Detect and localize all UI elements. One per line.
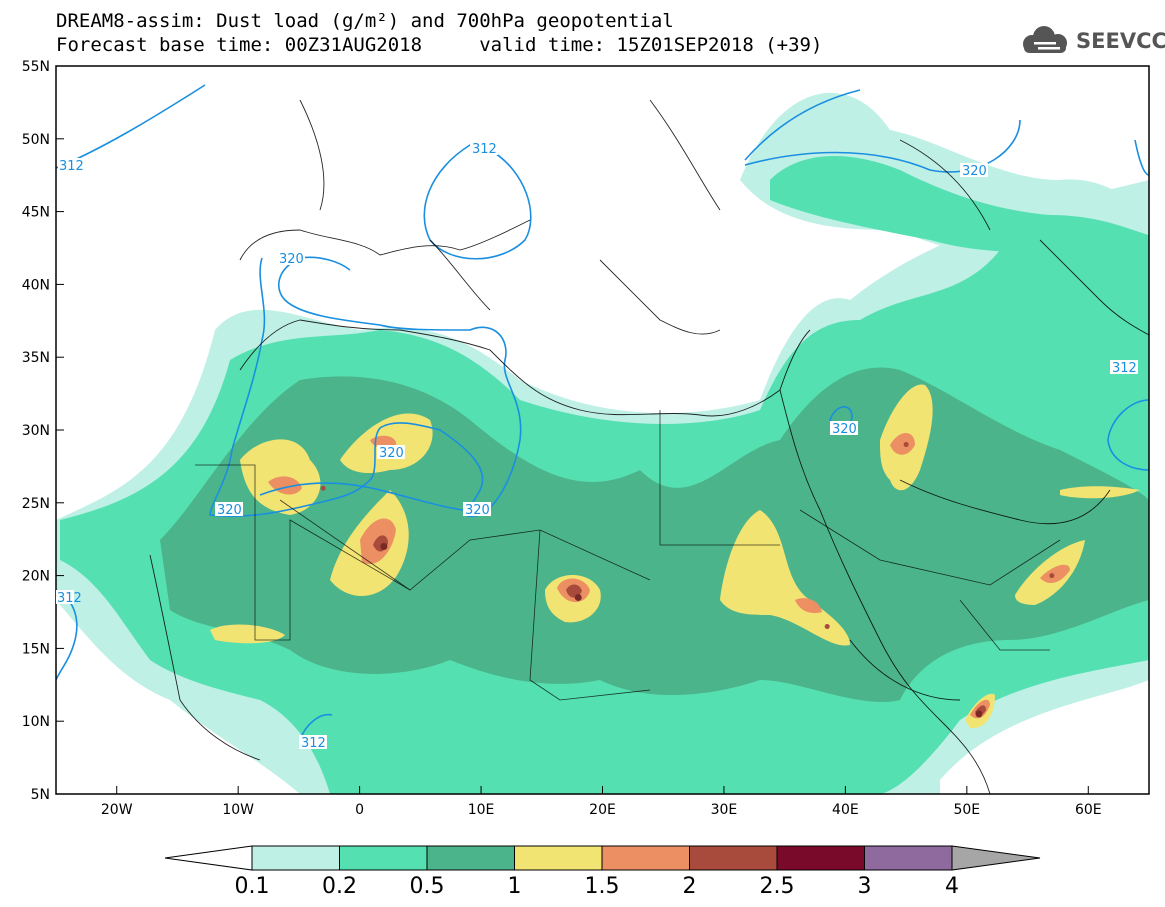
dust-hotspot (320, 485, 326, 491)
colorbar-label: 1 (508, 874, 522, 899)
contour-label: 320 (962, 164, 987, 179)
colorbar-over-triangle (951, 845, 1041, 871)
dust-layer-1-5 (1040, 564, 1070, 584)
y-tick-label: 15N (22, 641, 50, 657)
colorbar-label: 0.2 (322, 874, 357, 899)
contour-label: 320 (217, 503, 242, 518)
y-tick-label: 5N (31, 787, 50, 803)
colorbar-under-triangle (164, 845, 253, 871)
colorbar-label: 0.5 (410, 874, 445, 899)
contour-label: 312 (59, 159, 84, 174)
y-tick-label: 25N (22, 496, 50, 512)
contour-label: 320 (379, 446, 404, 461)
dust-hotspots (320, 442, 1055, 718)
y-tick-label: 20N (22, 569, 50, 585)
colorbar-segment (251, 845, 340, 871)
x-tick-label: 10E (468, 802, 495, 818)
y-tick-label: 35N (22, 350, 50, 366)
dust-hotspot (380, 542, 388, 550)
colorbar-segment (514, 845, 603, 871)
y-tick-label: 45N (22, 205, 50, 221)
contour-label: 312 (1112, 361, 1137, 376)
colorbar-segment (339, 845, 428, 871)
x-tick-label: 20E (589, 802, 616, 818)
y-tick-label: 50N (22, 132, 50, 148)
x-tick-label: 10W (222, 802, 254, 818)
contour-labels: 312 312 320 320 320 320 320 312 312 320 … (56, 141, 1138, 751)
dust-hotspot (903, 442, 909, 448)
colorbar: 0.1 0.2 0.5 1 1.5 2 2.5 3 4 (164, 845, 1041, 899)
y-tick-label: 40N (22, 277, 50, 293)
y-tick-label: 30N (22, 423, 50, 439)
contour-label: 320 (832, 422, 857, 437)
x-tick-label: 20W (101, 802, 133, 818)
logo-text: SEEVCCC (1076, 29, 1165, 53)
dust-layer-1 (1060, 486, 1140, 499)
contour-label: 320 (465, 503, 490, 518)
colorbar-segment (426, 845, 515, 871)
contour-label: 320 (279, 252, 304, 267)
x-tick-label: 50E (953, 802, 980, 818)
x-axis-ticks: 20W 10W 0 10E 20E 30E 40E 50E 60E (101, 786, 1102, 818)
y-axis-ticks: 55N 50N 45N 40N 35N 30N 25N 20N 15N 10N 5N (22, 59, 64, 803)
colorbar-label: 4 (945, 874, 959, 899)
colorbar-segment (776, 845, 865, 871)
dust-hotspot (574, 593, 582, 601)
x-tick-label: 30E (711, 802, 738, 818)
colorbar-label: 0.1 (235, 874, 270, 899)
x-tick-label: 40E (832, 802, 859, 818)
y-tick-label: 55N (22, 59, 50, 75)
contour-label: 312 (57, 591, 82, 606)
y-tick-label: 10N (22, 714, 50, 730)
map-title: DREAM8-assim: Dust load (g/m²) and 700hP… (56, 10, 674, 32)
x-tick-label: 0 (355, 802, 364, 818)
x-tick-label: 60E (1075, 802, 1102, 818)
colorbar-label: 3 (858, 874, 872, 899)
colorbar-label: 1.5 (585, 874, 620, 899)
dust-layer-0-2-north (770, 156, 1149, 253)
dust-hotspot (824, 624, 830, 630)
dust-hotspot (975, 710, 983, 718)
colorbar-segment (601, 845, 690, 871)
colorbar-label: 2 (683, 874, 697, 899)
cloud-icon (1023, 26, 1067, 53)
colorbar-label: 2.5 (760, 874, 795, 899)
colorbar-segment (689, 845, 778, 871)
contour-label: 312 (301, 736, 326, 751)
contour-label: 312 (472, 142, 497, 157)
dust-layer-1-5 (890, 432, 915, 455)
forecast-times: Forecast base time: 00Z31AUG2018 valid t… (56, 34, 823, 56)
dust-hotspot (1049, 573, 1055, 579)
dust-layer-1-5 (795, 598, 822, 614)
colorbar-segment (864, 845, 953, 871)
dust-layer-1 (210, 624, 285, 644)
